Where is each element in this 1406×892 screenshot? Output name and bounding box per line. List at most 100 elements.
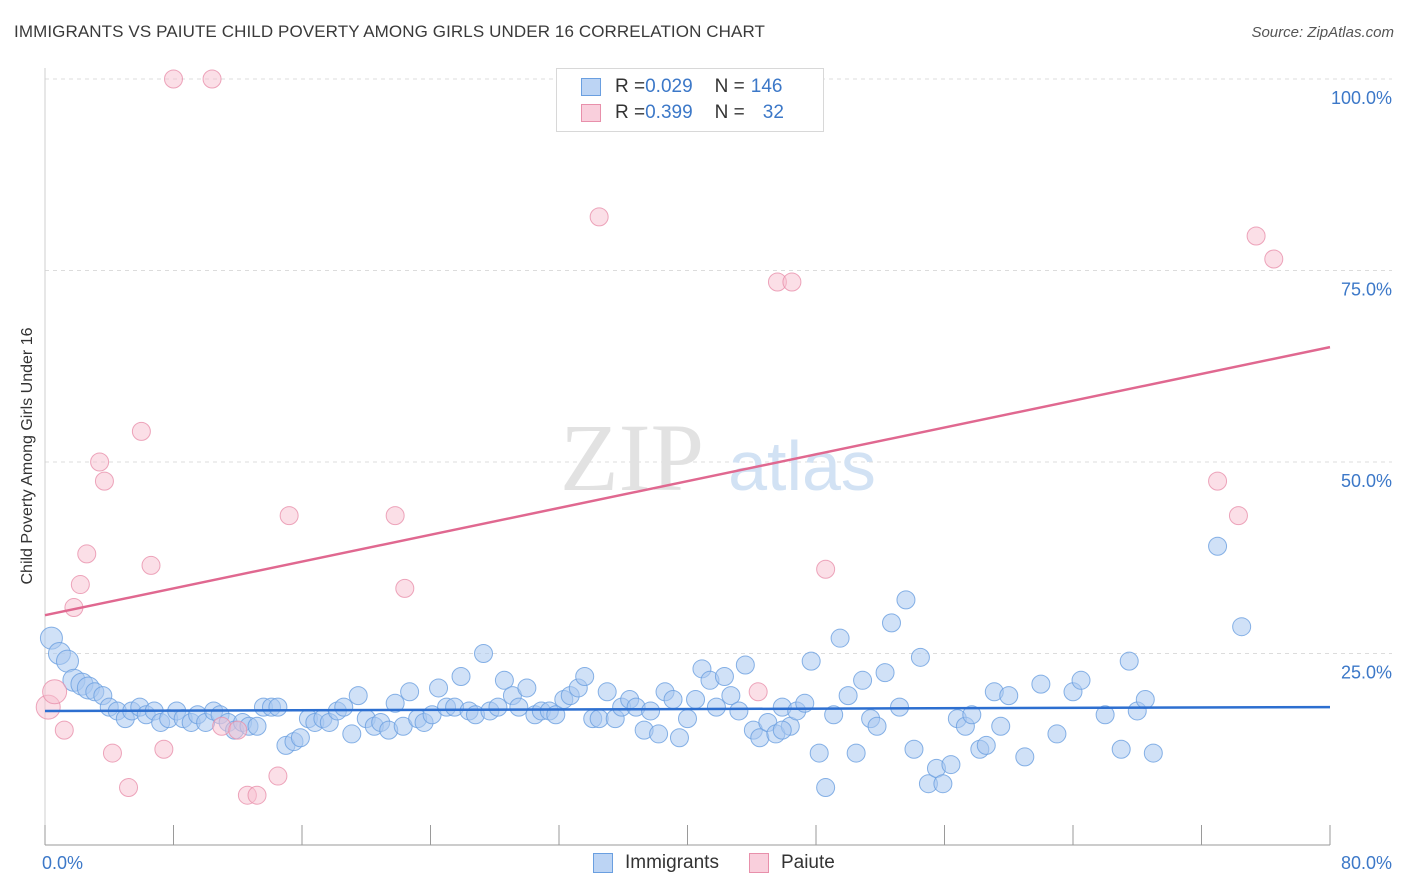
immigrants-point (881, 613, 901, 633)
watermark-atlas: atlas (728, 427, 876, 505)
immigrants-point (247, 716, 267, 736)
bottom-legend-paiute-label: Paiute (780, 852, 835, 873)
paiute-point (94, 471, 114, 491)
immigrants-point (816, 778, 836, 798)
immigrants-point (290, 728, 310, 748)
paiute-point (279, 506, 299, 526)
immigrants-point (801, 651, 821, 671)
immigrants-point (830, 628, 850, 648)
immigrants-point (517, 678, 537, 698)
paiute-point (54, 720, 74, 740)
immigrants-point (1119, 651, 1139, 671)
immigrants-point (1111, 739, 1131, 759)
immigrants-point (55, 649, 79, 673)
paiute-point (70, 575, 90, 595)
legend-r-value: 0.029 (645, 76, 693, 97)
immigrants-point (385, 693, 405, 713)
paiute-point (395, 578, 415, 598)
x-tick-label: 0.0% (42, 853, 83, 873)
immigrants-swatch (581, 78, 601, 96)
immigrants-point (809, 743, 829, 763)
y-tick-label: 50.0% (1341, 471, 1392, 491)
immigrants-point (991, 716, 1011, 736)
immigrants-point (597, 682, 617, 702)
immigrants-swatch (593, 853, 613, 873)
immigrants-point (941, 755, 961, 775)
paiute-swatch (748, 853, 769, 873)
immigrants-point (999, 686, 1019, 706)
paiute-point (748, 682, 768, 702)
immigrants-point (910, 647, 930, 667)
axes (44, 68, 1331, 846)
immigrants-point (474, 644, 494, 663)
paiute-point (1246, 226, 1266, 246)
immigrants-point (669, 728, 689, 748)
legend-n-value: 32 (762, 102, 784, 123)
immigrants-point (904, 739, 924, 759)
immigrants-point (1071, 670, 1091, 690)
legend-r-value: 0.399 (645, 102, 693, 123)
immigrants-point (451, 666, 471, 686)
paiute-trend-line (44, 345, 1331, 617)
paiute-point (202, 69, 222, 89)
immigrants-point (706, 697, 726, 717)
source-label: Source: ZipAtlas.com (1251, 24, 1394, 41)
immigrants-point (641, 701, 661, 721)
immigrants-point (268, 697, 288, 717)
immigrants-point (1047, 724, 1067, 744)
paiute-point (589, 207, 609, 227)
immigrants-point (429, 678, 449, 698)
immigrants-point (1208, 536, 1228, 556)
immigrants-point (838, 686, 858, 706)
chart-title: IMMIGRANTS VS PAIUTE CHILD POVERTY AMONG… (14, 22, 766, 41)
paiute-point (131, 421, 151, 441)
immigrants-point (976, 735, 996, 755)
immigrants-point (962, 705, 982, 725)
paiute-point (102, 743, 122, 763)
immigrants-point (649, 724, 669, 744)
y-tick-label: 100.0% (1331, 88, 1392, 108)
immigrants-point (494, 670, 514, 690)
paiute-point (247, 785, 267, 805)
immigrants-point (729, 701, 749, 721)
immigrants-point (575, 666, 595, 686)
legend-n-label: N = (714, 76, 745, 97)
immigrants-point (772, 720, 792, 740)
immigrants-point (1143, 743, 1163, 763)
immigrants-point (1095, 705, 1115, 725)
paiute-point (782, 272, 802, 292)
immigrants-point (1232, 617, 1252, 637)
immigrants-point (721, 686, 741, 706)
immigrants-point (1015, 747, 1035, 767)
immigrants-trend-line (44, 705, 1331, 713)
bottom-legend: Immigrants Paiute (593, 852, 865, 874)
paiute-point (1208, 471, 1228, 491)
immigrants-points (39, 536, 1252, 798)
legend-row-immigrants: R = 0.029 N = 146 (581, 75, 782, 99)
paiute-point (212, 716, 232, 736)
y-tick-label: 25.0% (1341, 663, 1392, 683)
paiute-point (164, 69, 183, 89)
immigrants-point (348, 686, 368, 706)
trend-lines (44, 345, 1331, 713)
paiute-point (1228, 506, 1248, 526)
immigrants-point (735, 655, 755, 675)
paiute-points (35, 69, 1284, 805)
immigrants-point (1031, 674, 1051, 694)
immigrants-point (853, 670, 873, 690)
paiute-point (90, 452, 110, 472)
legend-r-label: R = (615, 76, 646, 97)
legend-box: R = 0.029 N = 146 R = 0.399 N = 32 (556, 68, 824, 132)
y-tick-label: 75.0% (1341, 280, 1392, 300)
tick-labels: 25.0% 50.0% 75.0% 100.0% 0.0% 80.0% (42, 88, 1392, 873)
immigrants-point (867, 716, 887, 736)
watermark: ZIP atlas (560, 404, 876, 511)
paiute-point (228, 720, 248, 740)
immigrants-point (334, 697, 354, 717)
x-tick-label: 80.0% (1341, 853, 1392, 873)
paiute-point (141, 555, 161, 575)
paiute-point (42, 679, 68, 705)
immigrants-point (890, 697, 910, 717)
immigrants-point (824, 705, 844, 725)
